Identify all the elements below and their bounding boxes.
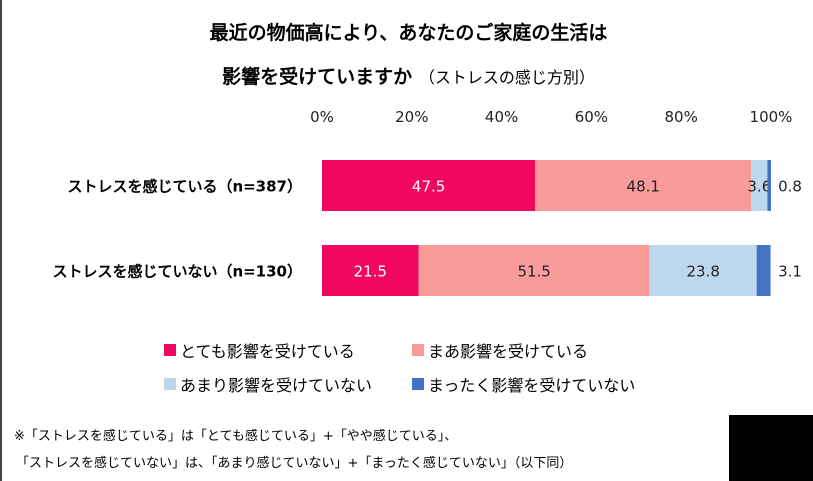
bar-segment (649, 245, 757, 296)
bar-segment (767, 160, 771, 211)
bar-segment (322, 245, 419, 296)
footnote-1: ※「ストレスを感じている」は「とても感じている」+「やや感じている」、 (14, 429, 458, 444)
bar-segment (535, 160, 752, 211)
x-tick-label: 40% (485, 108, 518, 126)
bar-segment (751, 160, 768, 211)
legend-swatch (164, 378, 176, 390)
data-label: 3.1 (778, 263, 802, 281)
data-label: 48.1 (627, 178, 660, 196)
legend-swatch (412, 378, 424, 390)
x-tick-label: 20% (395, 108, 428, 126)
legend-item-2: あまり影響を受けていない (164, 372, 372, 396)
data-label: 23.8 (686, 263, 719, 281)
legend-label: とても影響を受けている (180, 342, 355, 361)
bar-segment (418, 245, 650, 296)
legend-swatch (164, 344, 176, 356)
category-label: ストレスを感じていない（n=130） (52, 263, 302, 281)
chart-title-line2-text: 影響を受けていますか (222, 66, 413, 88)
legend-item-0: とても影響を受けている (164, 338, 355, 362)
data-label: 0.8 (778, 178, 802, 196)
data-label: 3.6 (747, 178, 771, 196)
category-label: ストレスを感じている（n=387） (67, 178, 302, 196)
x-tick-label: 80% (665, 108, 698, 126)
chart-title: 最近の物価高により、あなたのご家庭の生活は (209, 22, 608, 44)
x-tick-label: 100% (750, 108, 793, 126)
data-label: 51.5 (517, 263, 550, 281)
redaction-box (729, 415, 813, 481)
chart-title-line2: 影響を受けていますか （ストレスの感じ方別） (2, 62, 813, 89)
chart-subtitle: （ストレスの感じ方別） (418, 68, 595, 87)
legend-swatch (412, 344, 424, 356)
legend-item-3: まったく影響を受けていない (412, 372, 635, 396)
legend-label: まったく影響を受けていない (428, 376, 636, 395)
data-label: 47.5 (412, 178, 445, 196)
bar-segment (756, 245, 771, 296)
x-tick-label: 0% (310, 108, 334, 126)
legend-item-1: まあ影響を受けている (412, 338, 588, 362)
bar-segment (322, 160, 536, 211)
legend-label: まあ影響を受けている (428, 342, 589, 361)
x-tick-label: 60% (575, 108, 608, 126)
data-label: 21.5 (354, 263, 387, 281)
bar-chart: 0% 20% 40% 60% 80% 100% ストレスを感じている（n=387） 47.5 4… (52, 108, 802, 296)
footnote-2: 「ストレスを感じていない」は、「あまり感じていない」+「まったく感じていない」（… (16, 456, 573, 471)
legend-label: あまり影響を受けていない (180, 376, 373, 395)
